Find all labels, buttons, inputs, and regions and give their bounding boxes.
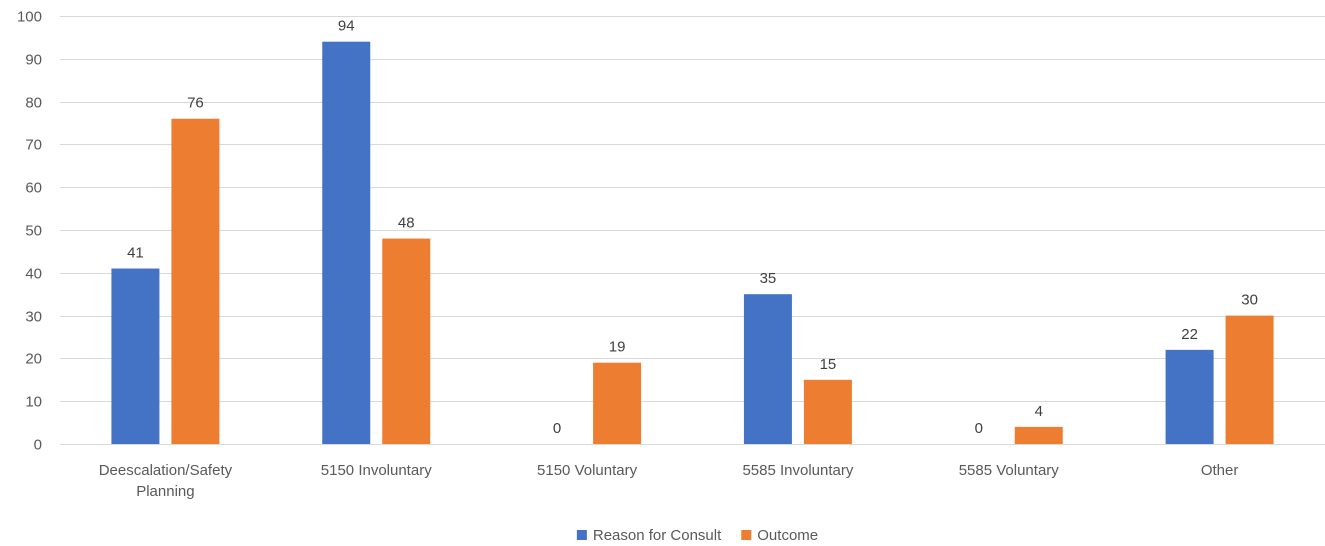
legend-label-1: Outcome	[757, 527, 818, 544]
x-category-label-2: 5150 Voluntary	[537, 462, 638, 479]
legend-label-0: Reason for Consult	[593, 527, 722, 544]
bar-reason-for-consult-5	[1165, 349, 1214, 444]
legend-swatch-1	[741, 530, 752, 540]
y-tick-label-10: 10	[25, 394, 42, 411]
data-label-outcome-5: 30	[1241, 292, 1258, 309]
data-label-reason-for-consult-4: 0	[975, 420, 983, 437]
bar-reason-for-consult-0	[111, 268, 160, 444]
y-tick-label-20: 20	[25, 351, 42, 368]
y-tick-label-90: 90	[25, 52, 42, 69]
x-category-label-4: 5585 Voluntary	[959, 462, 1060, 479]
data-labels: 41 76 94 48 0 19 35 15 0 4 22 30	[127, 18, 1258, 437]
bar-reason-for-consult-3	[743, 294, 792, 444]
y-tick-label-60: 60	[25, 180, 42, 197]
bar-outcome-1	[382, 238, 431, 444]
x-category-label-0: Deescalation/Safety Planning	[99, 462, 233, 500]
y-tick-label-50: 50	[25, 223, 42, 240]
bars	[111, 41, 1274, 445]
bar-outcome-4	[1014, 426, 1063, 444]
y-tick-label-30: 30	[25, 309, 42, 326]
bar-reason-for-consult-1	[322, 41, 371, 445]
gridlines	[60, 16, 1325, 445]
y-tick-label-80: 80	[25, 95, 42, 112]
legend-swatch-0	[576, 530, 587, 540]
data-label-reason-for-consult-3: 35	[760, 270, 777, 287]
bar-outcome-5	[1225, 315, 1274, 444]
y-tick-label-100: 100	[17, 9, 42, 26]
bar-outcome-2	[593, 362, 642, 444]
x-category-label-1: 5150 Involuntary	[321, 462, 432, 479]
y-tick-label-0: 0	[34, 437, 42, 454]
data-label-outcome-1: 48	[398, 215, 415, 232]
data-label-outcome-0: 76	[187, 95, 204, 112]
legend-item-reason-for-consult: Reason for Consult	[576, 527, 722, 544]
data-label-outcome-2: 19	[609, 339, 626, 356]
data-label-reason-for-consult-2: 0	[553, 420, 561, 437]
legend: Reason for Consult Outcome	[576, 527, 818, 544]
x-axis-category-labels: Deescalation/Safety Planning 5150 Involunt…	[99, 462, 1239, 500]
x-category-label-5: Other	[1201, 462, 1239, 479]
x-category-label-3: 5585 Involuntary	[742, 462, 853, 479]
y-tick-label-70: 70	[25, 137, 42, 154]
data-label-outcome-3: 15	[820, 356, 837, 373]
data-label-outcome-4: 4	[1035, 403, 1043, 420]
bar-outcome-3	[803, 379, 852, 444]
data-label-reason-for-consult-0: 41	[127, 245, 144, 262]
y-tick-label-40: 40	[25, 266, 42, 283]
y-axis-tick-labels: 0 10 20 30 40 50 60 70 80 90 100	[17, 9, 42, 454]
legend-item-outcome: Outcome	[741, 527, 818, 544]
data-label-reason-for-consult-5: 22	[1181, 326, 1198, 343]
bar-outcome-0	[171, 118, 220, 444]
data-label-reason-for-consult-1: 94	[338, 18, 355, 35]
